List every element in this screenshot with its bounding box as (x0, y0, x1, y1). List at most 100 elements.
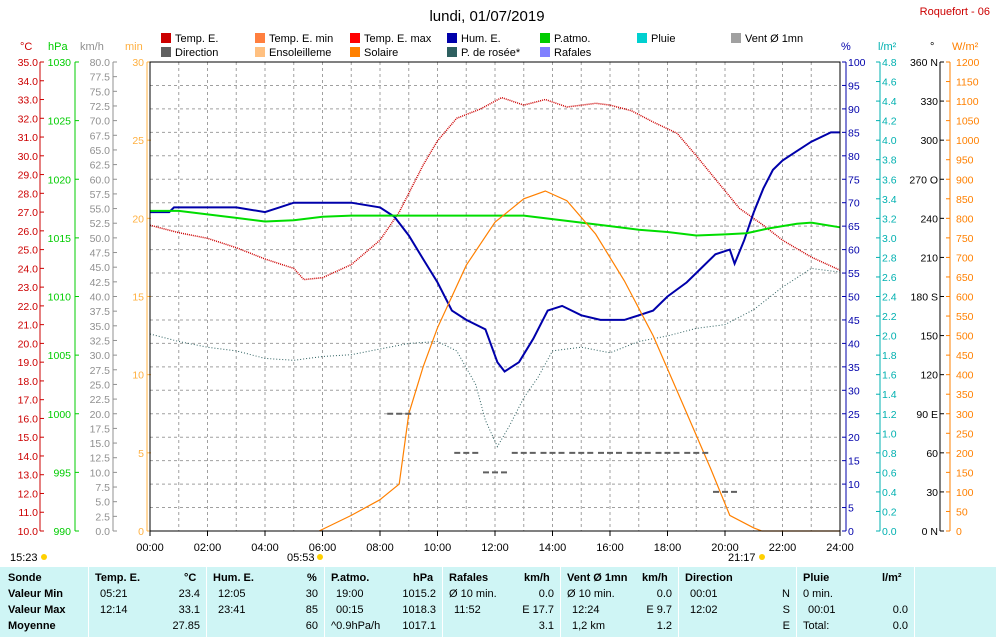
cell-dir-time: 12:02 (690, 604, 718, 616)
cell-vent-value: E 9.7 (646, 604, 672, 616)
deg-axis-tick-label: 300 (920, 135, 938, 147)
header-patmo-unit: hPa (413, 572, 434, 584)
unit-kmh: km/h (80, 41, 104, 53)
pct-axis-tick-label: 90 (848, 104, 860, 116)
deg-axis-tick-label: 90 E (916, 409, 938, 421)
wm2-axis-tick-label: 800 (956, 213, 974, 225)
header-patmo: P.atmo. (331, 572, 370, 584)
temp-axis-tick-label: 33.0 (18, 95, 39, 107)
deg-axis-tick-label: 330 (920, 96, 938, 108)
kmh-axis-tick-label: 60.0 (90, 174, 111, 186)
sunset-label: 21:17 (728, 552, 756, 564)
kmh-axis-tick-label: 62.5 (90, 160, 111, 172)
temp-axis-tick-label: 32.0 (18, 113, 39, 125)
legend-label: Solaire (364, 47, 398, 59)
wm2-axis-tick-label: 450 (956, 350, 974, 362)
temp-axis-tick-label: 21.0 (18, 320, 39, 332)
unit-deg: ° (930, 41, 934, 53)
legend-swatch (350, 47, 360, 57)
pct-axis-tick-label: 10 (848, 479, 860, 491)
legend-swatch (255, 33, 265, 43)
rain-axis-tick-label: 2.6 (882, 272, 897, 284)
row-label: Moyenne (8, 620, 56, 632)
rain-axis-tick-label: 2.2 (882, 311, 897, 323)
legend-label: Vent Ø 1mn (745, 33, 803, 45)
legend-label: Ensoleilleme (269, 47, 331, 59)
cell-pluie-time: 00:01 (808, 604, 836, 616)
legend-swatch (540, 33, 550, 43)
header-hum: Hum. E. (213, 572, 254, 584)
kmh-axis-tick-label: 45.0 (90, 262, 111, 274)
temp-axis-tick-label: 22.0 (18, 301, 39, 313)
wm2-axis-tick-label: 650 (956, 272, 974, 284)
temp-axis-tick-label: 16.0 (18, 413, 39, 425)
cell-hum-value: 60 (305, 620, 318, 632)
kmh-axis-tick-label: 10.0 (90, 467, 111, 479)
pct-axis-tick-label: 15 (848, 456, 860, 468)
hpa-axis-tick-label: 1025 (48, 116, 72, 128)
legend-label: P. de rosée* (461, 47, 521, 59)
wm2-axis-tick-label: 350 (956, 389, 974, 401)
cell-vent-value: 0.0 (656, 588, 672, 600)
column-separator (442, 567, 443, 637)
legend-label: Direction (175, 47, 218, 59)
legend: Temp. E. Temp. E. min Temp. E. max Hum. E. P… (161, 33, 803, 59)
kmh-axis-tick-label: 75.0 (90, 86, 111, 98)
legend-swatch (447, 47, 457, 57)
cell-vent-time: 12:24 (572, 604, 600, 616)
cell-dir-value: E (782, 620, 790, 632)
deg-axis-tick-label: 210 (920, 252, 938, 264)
header-pluie: Pluie (803, 572, 830, 584)
header-rafales-unit: km/h (524, 572, 550, 584)
rain-axis-tick-label: 0.8 (882, 448, 897, 460)
deg-axis-tick-label: 240 (920, 213, 938, 225)
temp-axis-tick-label: 11.0 (18, 507, 38, 519)
cell-patmo-time: 19:00 (336, 588, 364, 600)
wm2-axis-tick-label: 700 (956, 252, 974, 264)
cell-dir-value: N (782, 588, 790, 600)
min-axis-tick-label: 20 (132, 213, 144, 225)
column-separator (560, 567, 561, 637)
hpa-axis-tick-label: 990 (53, 526, 71, 538)
pct-axis-tick-label: 35 (848, 362, 860, 374)
temp-axis-tick-label: 13.0 (18, 470, 39, 482)
hpa-axis-tick-label: 995 (53, 467, 71, 479)
x-tick-label: 16:00 (596, 542, 624, 554)
cell-temp-value: 33.1 (178, 604, 200, 616)
kmh-axis-tick-label: 80.0 (90, 57, 111, 69)
pct-axis-tick-label: 60 (848, 245, 860, 257)
data-series (149, 96, 841, 532)
rain-axis-tick-label: 4.4 (882, 96, 897, 108)
kmh-axis-tick-label: 15.0 (90, 438, 111, 450)
row-label: Valeur Min (8, 588, 64, 600)
min-axis-tick-label: 0 (138, 526, 144, 538)
series-hum-e-line (150, 131, 840, 373)
temp-axis-tick-label: 19.0 (18, 357, 39, 369)
wm2-axis-tick-label: 600 (956, 292, 974, 304)
cell-rafales-value: 3.1 (538, 620, 554, 632)
row-label: Valeur Max (8, 604, 66, 616)
column-separator (796, 567, 797, 637)
cell-rafales-time: Ø 10 min. (449, 588, 497, 600)
wm2-axis-tick-label: 900 (956, 174, 974, 186)
temp-axis-tick-label: 10.0 (18, 526, 39, 538)
deg-axis-tick-label: 180 S (911, 292, 938, 304)
wm2-axis-tick-label: 1200 (956, 57, 980, 69)
kmh-axis-tick-label: 67.5 (90, 130, 111, 142)
temp-axis-tick-label: 28.0 (18, 188, 39, 200)
temp-axis-tick-label: 29.0 (18, 170, 39, 182)
legend-label: Pluie (651, 33, 675, 45)
header-sonde: Sonde (8, 572, 42, 584)
deg-axis-tick-label: 360 N (910, 57, 938, 69)
column-separator (206, 567, 207, 637)
kmh-axis-tick-label: 40.0 (90, 292, 111, 304)
legend-swatch (447, 33, 457, 43)
unit-min: min (125, 41, 143, 53)
legend-label: Rafales (554, 47, 592, 59)
hpa-axis-tick-label: 1000 (48, 409, 72, 421)
kmh-axis-tick-label: 57.5 (90, 189, 111, 201)
wm2-axis-tick-label: 1050 (956, 116, 980, 128)
temp-axis-tick-label: 35.0 (18, 57, 39, 69)
hpa-axis-tick-label: 1015 (48, 233, 72, 245)
pct-axis-tick-label: 20 (848, 432, 860, 444)
